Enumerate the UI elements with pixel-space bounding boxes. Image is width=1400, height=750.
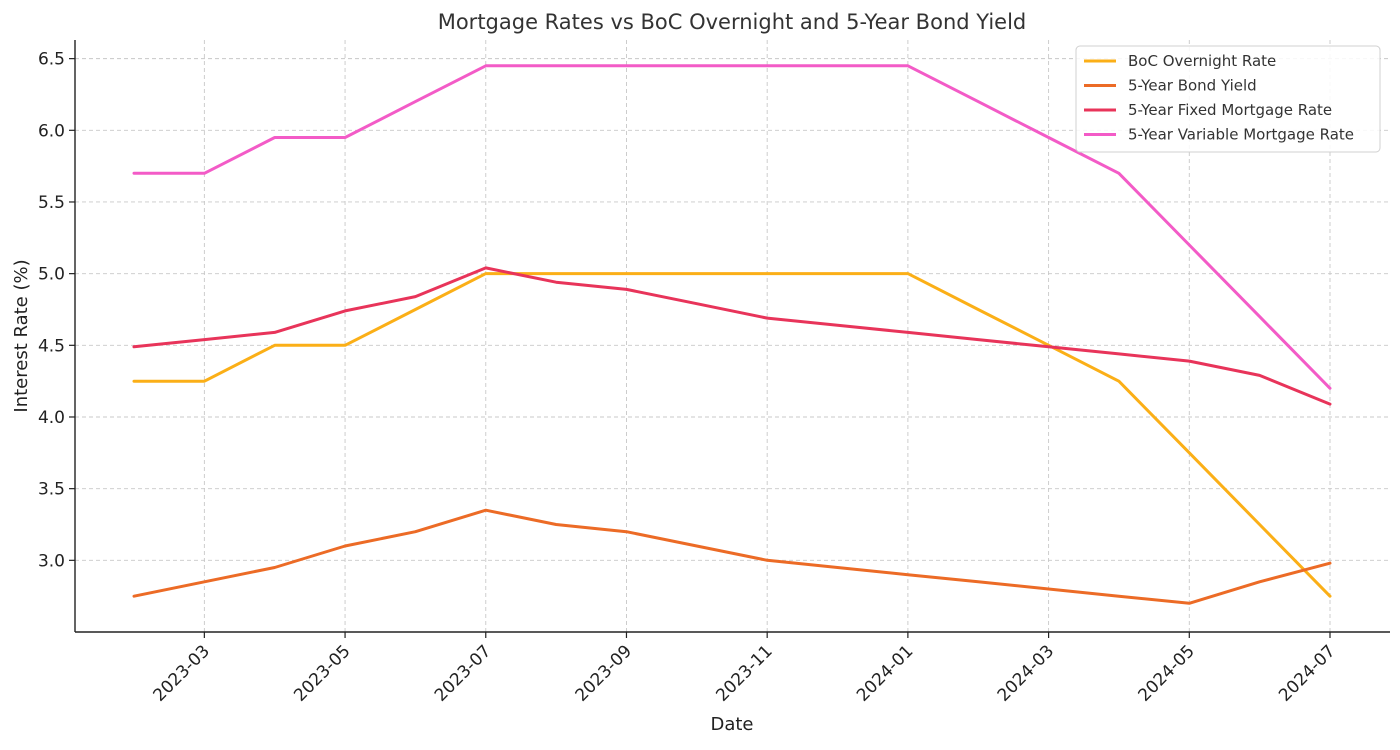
x-tick-label: 2024-03 (994, 641, 1058, 705)
y-tick-label: 3.0 (38, 551, 65, 571)
x-tick-label: 2023-05 (290, 641, 354, 705)
chart-title: Mortgage Rates vs BoC Overnight and 5-Ye… (438, 10, 1027, 34)
x-tick-label: 2023-07 (431, 641, 495, 705)
y-axis-label: Interest Rate (%) (11, 259, 32, 412)
x-tick-label: 2023-03 (150, 641, 214, 705)
y-tick-label: 6.0 (38, 121, 65, 141)
series-lines (132, 64, 1332, 605)
x-axis-label: Date (710, 714, 753, 735)
x-tick-label: 2024-01 (853, 641, 917, 705)
y-tick-label: 6.5 (38, 50, 65, 70)
legend: BoC Overnight Rate 5-Year Bond Yield 5-Yea… (1075, 45, 1381, 153)
x-tick-label: 2023-11 (712, 641, 776, 705)
legend-box (1075, 45, 1381, 153)
legend-label: 5-Year Fixed Mortgage Rate (1128, 101, 1332, 119)
y-tick-label: 4.0 (38, 408, 65, 428)
x-tick-label: 2024-07 (1275, 641, 1339, 705)
x-tick-label: 2023-09 (572, 641, 636, 705)
y-tick-label: 3.5 (38, 480, 65, 500)
legend-label: 5-Year Variable Mortgage Rate (1128, 126, 1354, 144)
legend-label: 5-Year Bond Yield (1128, 77, 1257, 95)
series-line-1 (132, 272, 1332, 598)
legend-label: BoC Overnight Rate (1128, 52, 1276, 70)
y-tick-label: 4.5 (38, 336, 65, 356)
y-tick-label: 5.5 (38, 193, 65, 213)
series-line-4 (132, 64, 1332, 390)
axes (74, 40, 1390, 633)
series-line-2 (132, 508, 1332, 605)
x-tick-label: 2024-05 (1134, 641, 1198, 705)
y-tick-label: 5.0 (38, 265, 65, 285)
series-line-3 (132, 266, 1332, 406)
